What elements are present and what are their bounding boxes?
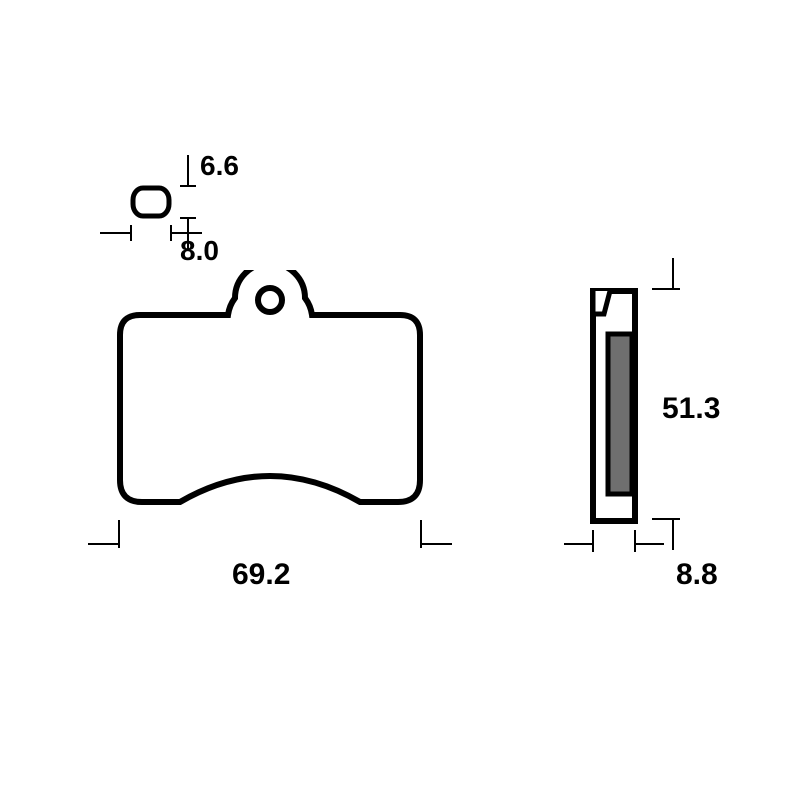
- front-pad-shape: [100, 270, 440, 540]
- diagram-canvas: 6.6 8.0 69.2 51.3 8.8: [0, 0, 800, 800]
- dim-tick: [634, 530, 636, 552]
- dim-line: [672, 518, 674, 550]
- dim-line: [88, 543, 120, 545]
- dim-label-front-width: 69.2: [232, 558, 290, 592]
- dim-line: [672, 258, 674, 290]
- dim-line: [100, 232, 132, 234]
- dim-line: [420, 543, 452, 545]
- dim-label-side-thickness: 8.8: [676, 558, 718, 592]
- dim-label-small-height: 6.6: [200, 150, 239, 182]
- side-pad-shape: [590, 288, 642, 530]
- dim-tick: [652, 288, 680, 290]
- dim-label-small-width: 8.0: [180, 235, 219, 267]
- dim-line: [634, 543, 664, 545]
- dim-line: [170, 232, 202, 234]
- dim-tick: [592, 530, 594, 552]
- dim-label-side-height: 51.3: [662, 392, 720, 426]
- dim-tick: [652, 518, 680, 520]
- small-tab-shape: [130, 185, 172, 219]
- dim-line: [187, 155, 189, 187]
- dim-line: [564, 543, 594, 545]
